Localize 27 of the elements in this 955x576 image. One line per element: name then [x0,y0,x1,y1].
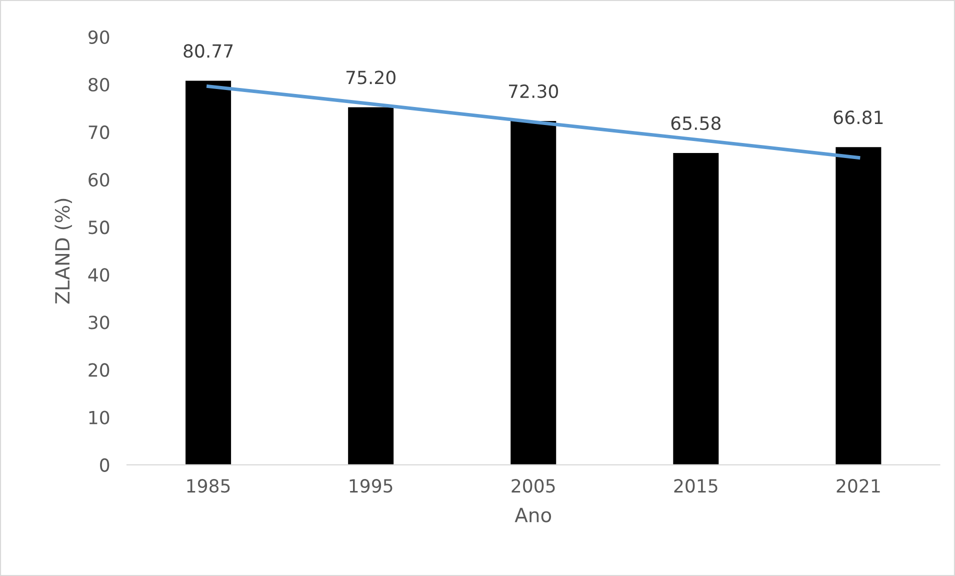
y-axis-title: ZLAND (%) [54,198,72,304]
x-tick-label: 1995 [350,479,392,493]
y-tick-label: 70 [88,125,110,140]
bar [836,147,882,465]
y-tick-label: 50 [88,220,110,234]
y-tick-label: 10 [89,410,110,424]
y-tick-label: 80 [88,78,110,92]
y-tick-label: 20 [88,363,110,377]
data-label: 66.81 [834,110,883,124]
data-label: 72.30 [509,84,558,98]
x-tick-label: 2015 [674,479,718,493]
data-label: 75.20 [346,70,396,84]
y-tick-label: 60 [88,172,110,187]
x-tick-label: 2021 [836,479,880,493]
bar [510,121,556,465]
y-tick-label: 40 [88,268,110,282]
bar [186,80,232,465]
x-axis-title: Ano [514,508,552,522]
y-tick-label: 30 [88,316,110,330]
bar [348,107,394,465]
bar [673,152,719,465]
data-label: 80.77 [184,44,233,58]
x-tick-label: 1985 [187,479,230,493]
y-tick-label: 0 [100,458,110,472]
data-label: 65.58 [671,116,721,130]
x-tick-label: 2005 [512,479,555,493]
y-tick-label: 90 [88,30,110,44]
